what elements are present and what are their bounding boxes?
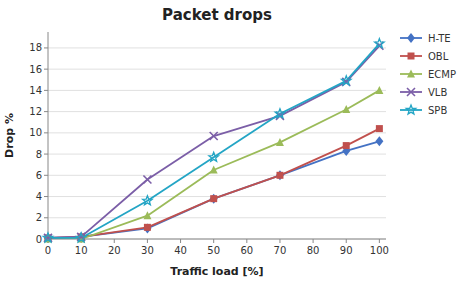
x-tick-label: 30 — [141, 245, 154, 256]
legend-marker — [408, 53, 415, 60]
series-line — [48, 46, 379, 238]
legend-marker — [407, 70, 415, 78]
y-tick-label: 0 — [36, 234, 42, 245]
y-tick — [44, 47, 48, 48]
y-axis — [48, 32, 49, 239]
legend-line — [400, 109, 422, 111]
y-tick-label: 14 — [29, 85, 42, 96]
x-tick — [313, 239, 314, 243]
x-tick — [213, 239, 214, 243]
markers — [43, 39, 384, 243]
legend-label: VLB — [428, 87, 447, 98]
y-tick-label: 16 — [29, 64, 42, 75]
x-tick-label: 50 — [207, 245, 220, 256]
point — [144, 224, 151, 231]
point — [342, 105, 350, 113]
grid-line — [48, 69, 386, 70]
point — [209, 152, 219, 161]
x-tick-label: 0 — [45, 245, 51, 256]
y-tick — [44, 132, 48, 133]
x-tick — [346, 239, 347, 243]
x-tick — [379, 239, 380, 243]
point — [343, 142, 350, 149]
point — [44, 234, 52, 242]
x-tick-label: 10 — [75, 245, 88, 256]
x-tick-label: 80 — [307, 245, 320, 256]
grid-line — [48, 47, 386, 48]
x-tick — [147, 239, 148, 243]
legend-marker — [407, 88, 415, 96]
legend: H-TE OBL ECMP VLB SPB — [400, 33, 456, 116]
point — [375, 86, 383, 94]
point — [210, 194, 218, 204]
grid-line — [48, 239, 386, 240]
y-tick-label: 12 — [29, 106, 42, 117]
y-tick — [44, 69, 48, 70]
legend-marker — [406, 105, 416, 114]
legend-label: SPB — [428, 105, 447, 116]
x-tick-label: 60 — [240, 245, 253, 256]
y-tick — [44, 217, 48, 218]
x-tick — [180, 239, 181, 243]
point — [143, 211, 151, 219]
legend-label: H-TE — [428, 33, 451, 44]
point — [143, 196, 153, 205]
y-tick-label: 2 — [36, 212, 42, 223]
x-tick-label: 70 — [274, 245, 287, 256]
point — [210, 166, 218, 174]
grid-line — [48, 111, 386, 112]
title: Packet drops — [162, 6, 272, 24]
y-tick — [44, 175, 48, 176]
point — [375, 136, 383, 146]
grid-line — [48, 90, 386, 91]
point — [341, 76, 351, 85]
x-tick — [279, 239, 280, 243]
point — [375, 39, 385, 48]
grid-line — [48, 217, 386, 218]
point — [376, 125, 383, 132]
point — [275, 109, 285, 118]
x-tick-label: 100 — [370, 245, 389, 256]
point — [143, 176, 151, 184]
y-tick-label: 4 — [36, 191, 42, 202]
point — [43, 233, 53, 242]
legend-label: OBL — [428, 51, 449, 62]
point — [143, 223, 151, 233]
y-tick-label: 18 — [29, 42, 42, 53]
series-line — [48, 44, 379, 238]
y-tick-label: 8 — [36, 149, 42, 160]
series-line — [48, 90, 379, 239]
y-tick — [44, 154, 48, 155]
point — [77, 232, 85, 242]
x-axis-label: Traffic load [%] — [170, 265, 263, 278]
point — [210, 195, 217, 202]
legend-marker — [407, 33, 415, 43]
point — [76, 233, 86, 242]
y-tick-label: 6 — [36, 170, 42, 181]
point — [276, 170, 284, 180]
lines — [48, 44, 379, 239]
y-tick — [44, 196, 48, 197]
legend-label: ECMP — [428, 69, 456, 80]
grid-line — [48, 175, 386, 176]
x-tick-label: 20 — [108, 245, 121, 256]
point — [210, 132, 218, 140]
point — [44, 233, 52, 243]
y-tick — [44, 90, 48, 91]
x-tick — [246, 239, 247, 243]
chart: 0 2 4 6 8 10 12 14 16 18 0 10 20 30 40 50 60 70 80 90 100 Pac… — [0, 0, 474, 283]
x-axis — [48, 239, 386, 240]
y-tick — [44, 111, 48, 112]
x-tick — [114, 239, 115, 243]
point — [276, 172, 283, 179]
point — [276, 138, 284, 146]
x-tick-label: 40 — [174, 245, 187, 256]
y-tick-label: 10 — [29, 127, 42, 138]
y-axis-label: Drop % — [3, 113, 16, 158]
x-tick-label: 90 — [340, 245, 353, 256]
